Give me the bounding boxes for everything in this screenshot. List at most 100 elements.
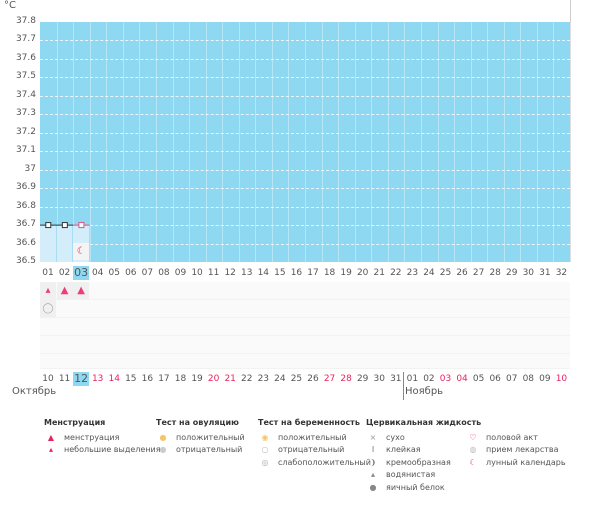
calendar-date[interactable]: 10 [555, 374, 568, 384]
day-column[interactable] [520, 22, 538, 262]
day-column[interactable] [40, 22, 58, 262]
day-column[interactable] [454, 22, 472, 262]
pregnancy-negative-icon[interactable]: ◯ [40, 300, 56, 317]
day-label[interactable]: 23 [406, 268, 419, 278]
menstruation-icon[interactable]: ▲ [73, 282, 90, 299]
temperature-plot[interactable]: ☾ [40, 22, 571, 262]
calendar-date[interactable]: 11 [58, 374, 71, 384]
calendar-date[interactable]: 14 [108, 374, 120, 384]
calendar-date[interactable]: 25 [290, 374, 303, 384]
day-label[interactable]: 03 [73, 266, 90, 280]
day-label[interactable]: 05 [108, 268, 120, 278]
temperature-point[interactable] [78, 222, 85, 229]
day-column[interactable] [156, 22, 174, 262]
calendar-date[interactable]: 28 [340, 374, 352, 384]
day-column[interactable] [222, 22, 240, 262]
day-label[interactable]: 27 [472, 268, 485, 278]
calendar-date[interactable]: 20 [207, 374, 220, 384]
day-label[interactable]: 29 [506, 268, 518, 278]
day-column[interactable] [305, 22, 323, 262]
menstruation-row[interactable]: ▴ ▲ ▲ [40, 282, 570, 300]
calendar-date[interactable]: 24 [274, 374, 286, 384]
calendar-date[interactable]: 02 [423, 374, 435, 384]
day-label[interactable]: 01 [42, 268, 54, 278]
calendar-date[interactable]: 29 [356, 374, 369, 384]
calendar-date[interactable]: 07 [506, 374, 518, 384]
day-column[interactable] [90, 22, 108, 262]
spotting-icon[interactable]: ▴ [40, 282, 56, 299]
day-column[interactable] [355, 22, 373, 262]
day-column[interactable] [189, 22, 207, 262]
day-column[interactable] [338, 22, 356, 262]
calendar-date[interactable]: 13 [91, 374, 104, 384]
day-column[interactable] [57, 22, 75, 262]
calendar-date[interactable]: 31 [390, 374, 402, 384]
day-label[interactable]: 13 [241, 268, 253, 278]
day-label[interactable]: 17 [307, 268, 319, 278]
day-label[interactable]: 22 [390, 268, 402, 278]
extra-row-1[interactable] [40, 318, 570, 336]
day-label[interactable]: 16 [290, 268, 303, 278]
calendar-date[interactable]: 30 [373, 374, 385, 384]
calendar-date[interactable]: 15 [125, 374, 137, 384]
day-column[interactable] [173, 22, 191, 262]
test-row[interactable]: ◯ [40, 300, 570, 318]
day-label[interactable]: 20 [356, 268, 369, 278]
day-column[interactable] [438, 22, 456, 262]
day-label[interactable]: 07 [141, 268, 154, 278]
calendar-date[interactable]: 10 [42, 374, 54, 384]
day-label[interactable]: 26 [456, 268, 468, 278]
day-label[interactable]: 09 [174, 268, 187, 278]
recorded-day-column[interactable] [56, 225, 74, 262]
day-label[interactable]: 25 [439, 268, 452, 278]
calendar-date[interactable]: 01 [406, 374, 419, 384]
day-label[interactable]: 15 [274, 268, 286, 278]
calendar-date[interactable]: 12 [73, 372, 90, 386]
day-label[interactable]: 04 [91, 268, 104, 278]
day-label[interactable]: 12 [224, 268, 236, 278]
day-column[interactable] [255, 22, 273, 262]
extra-row-3[interactable] [40, 354, 570, 369]
day-column[interactable] [123, 22, 141, 262]
calendar-date[interactable]: 23 [257, 374, 270, 384]
calendar-date[interactable]: 19 [191, 374, 203, 384]
day-label[interactable]: 19 [340, 268, 352, 278]
day-label[interactable]: 06 [125, 268, 137, 278]
day-column[interactable] [139, 22, 157, 262]
calendar-date[interactable]: 21 [224, 374, 236, 384]
day-label[interactable]: 28 [489, 268, 501, 278]
menstruation-icon[interactable]: ▲ [56, 282, 73, 299]
day-column[interactable] [421, 22, 439, 262]
day-label[interactable]: 14 [257, 268, 270, 278]
day-column[interactable] [404, 22, 422, 262]
day-column[interactable] [553, 22, 571, 262]
day-column[interactable] [288, 22, 306, 262]
day-column[interactable] [206, 22, 224, 262]
calendar-date[interactable]: 03 [439, 374, 452, 384]
calendar-date[interactable]: 04 [456, 374, 468, 384]
extra-row-2[interactable] [40, 336, 570, 354]
day-label[interactable]: 32 [555, 268, 568, 278]
day-label[interactable]: 30 [522, 268, 535, 278]
temperature-point[interactable] [61, 222, 68, 229]
calendar-date[interactable]: 05 [472, 374, 485, 384]
day-column[interactable] [106, 22, 124, 262]
calendar-date[interactable]: 27 [323, 374, 336, 384]
day-label[interactable]: 18 [323, 268, 336, 278]
recorded-day-column[interactable] [40, 225, 57, 262]
day-column[interactable] [487, 22, 505, 262]
calendar-date[interactable]: 16 [141, 374, 154, 384]
day-label[interactable]: 21 [373, 268, 385, 278]
day-column[interactable] [371, 22, 389, 262]
day-label[interactable]: 08 [158, 268, 170, 278]
calendar-date[interactable]: 18 [174, 374, 187, 384]
calendar-date[interactable]: 08 [522, 374, 535, 384]
day-column[interactable] [388, 22, 406, 262]
calendar-date[interactable]: 22 [241, 374, 253, 384]
day-column[interactable] [239, 22, 257, 262]
day-label[interactable]: 24 [423, 268, 435, 278]
day-label[interactable]: 02 [58, 268, 71, 278]
day-label[interactable]: 11 [207, 268, 220, 278]
temperature-point[interactable] [45, 222, 52, 229]
day-column[interactable] [537, 22, 555, 262]
